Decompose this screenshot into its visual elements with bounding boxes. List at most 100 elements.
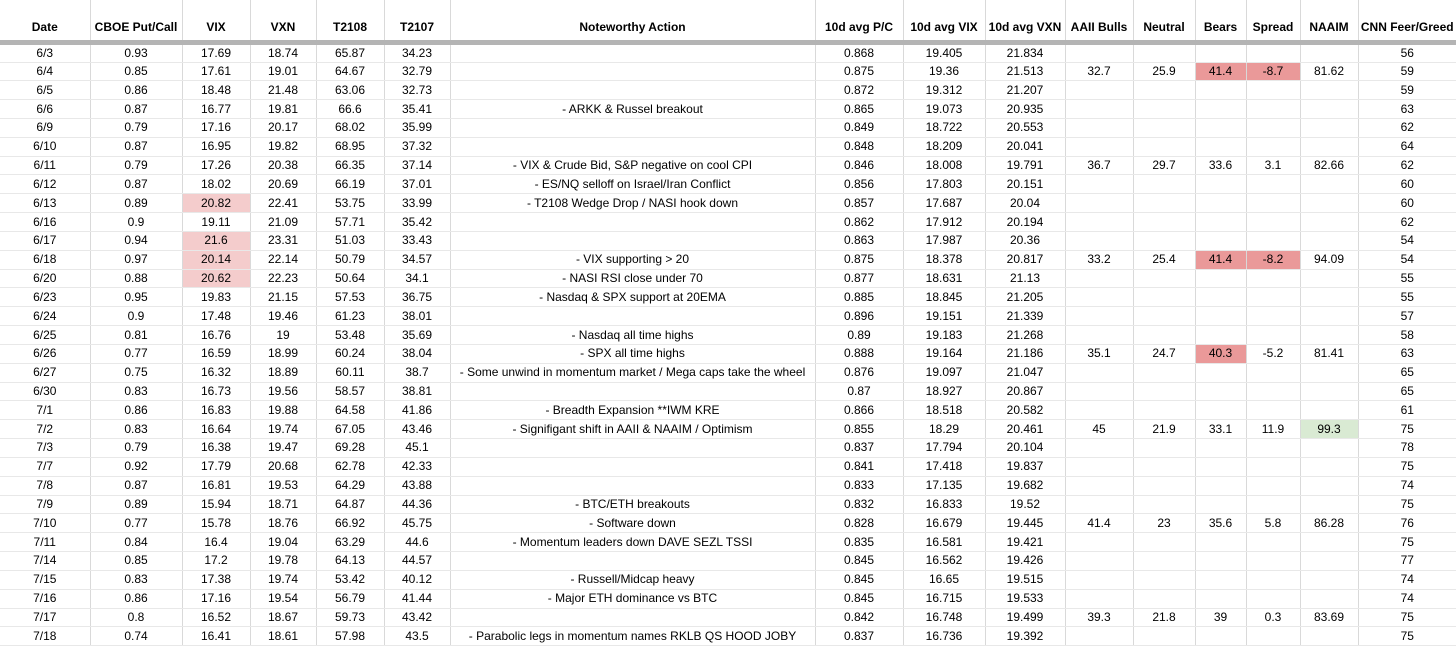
cell-avg_vxn[interactable]: 21.13 [985,269,1066,289]
cell-neutral[interactable] [1133,325,1196,345]
cell-put_call[interactable]: 0.83 [90,570,183,590]
cell-avg_vix[interactable]: 17.687 [903,193,986,214]
cell-avg_vxn[interactable]: 21.207 [985,80,1066,101]
cell-avg_vxn[interactable]: 20.935 [985,99,1066,119]
cell-neutral[interactable] [1133,80,1196,101]
cell-t2108[interactable]: 60.24 [316,344,385,364]
cell-avg_vxn[interactable]: 19.515 [985,570,1066,590]
cell-avg_vix[interactable]: 19.183 [903,325,986,345]
column-header-vix[interactable]: VIX [182,0,251,45]
cell-avg_pc[interactable]: 0.841 [815,457,904,477]
cell-vxn[interactable]: 21.09 [250,212,317,232]
cell-t2108[interactable]: 62.78 [316,457,385,477]
cell-vix[interactable]: 20.62 [182,269,251,289]
cell-naaim[interactable] [1300,363,1359,383]
cell-vix[interactable]: 17.79 [182,457,251,477]
cell-cnn[interactable]: 74 [1358,476,1456,496]
cell-avg_pc[interactable]: 0.857 [815,193,904,214]
cell-spread[interactable] [1246,400,1301,421]
cell-vxn[interactable]: 22.14 [250,250,317,270]
cell-naaim[interactable] [1300,174,1359,195]
cell-cnn[interactable]: 78 [1358,438,1456,458]
cell-t2107[interactable]: 37.14 [384,156,451,176]
cell-t2108[interactable]: 53.42 [316,570,385,590]
cell-naaim[interactable]: 94.09 [1300,250,1359,270]
cell-avg_pc[interactable]: 0.885 [815,287,904,308]
cell-avg_pc[interactable]: 0.833 [815,476,904,496]
cell-t2107[interactable]: 32.79 [384,62,451,82]
cell-avg_vxn[interactable]: 20.461 [985,419,1066,440]
cell-note[interactable]: - Russell/Midcap heavy [450,570,816,590]
cell-put_call[interactable]: 0.94 [90,231,183,251]
cell-naaim[interactable] [1300,306,1359,327]
cell-avg_vxn[interactable]: 21.268 [985,325,1066,345]
cell-avg_vxn[interactable]: 19.445 [985,513,1066,534]
cell-vxn[interactable]: 19.78 [250,551,317,571]
column-header-put_call[interactable]: CBOE Put/Call [90,0,183,45]
cell-t2107[interactable]: 44.57 [384,551,451,571]
column-header-t2107[interactable]: T2107 [384,0,451,45]
cell-note[interactable]: - Major ETH dominance vs BTC [450,589,816,609]
cell-neutral[interactable]: 21.8 [1133,608,1196,628]
cell-t2107[interactable]: 43.5 [384,626,451,647]
cell-t2108[interactable]: 53.75 [316,193,385,214]
cell-date[interactable]: 6/26 [0,344,91,364]
cell-cnn[interactable]: 62 [1358,212,1456,232]
cell-bears[interactable] [1195,532,1247,553]
cell-t2108[interactable]: 63.06 [316,80,385,101]
cell-bears[interactable] [1195,99,1247,119]
cell-naaim[interactable] [1300,400,1359,421]
cell-avg_pc[interactable]: 0.875 [815,250,904,270]
cell-vxn[interactable]: 19.82 [250,137,317,157]
column-header-aaii_bulls[interactable]: AAII Bulls [1065,0,1134,45]
cell-bears[interactable]: 33.6 [1195,156,1247,176]
cell-t2107[interactable]: 44.36 [384,495,451,515]
cell-avg_pc[interactable]: 0.849 [815,118,904,138]
cell-spread[interactable]: 11.9 [1246,419,1301,440]
cell-date[interactable]: 6/10 [0,137,91,157]
cell-avg_pc[interactable]: 0.832 [815,495,904,515]
cell-neutral[interactable] [1133,193,1196,214]
cell-date[interactable]: 7/10 [0,513,91,534]
cell-aaii_bulls[interactable] [1065,287,1134,308]
cell-avg_vix[interactable]: 19.097 [903,363,986,383]
cell-neutral[interactable] [1133,476,1196,496]
cell-note[interactable] [450,231,816,251]
cell-vix[interactable]: 17.16 [182,589,251,609]
cell-cnn[interactable]: 60 [1358,193,1456,214]
cell-vxn[interactable]: 19 [250,325,317,345]
cell-avg_vxn[interactable]: 21.339 [985,306,1066,327]
cell-cnn[interactable]: 65 [1358,363,1456,383]
cell-spread[interactable] [1246,532,1301,553]
cell-spread[interactable] [1246,457,1301,477]
cell-bears[interactable] [1195,363,1247,383]
cell-vix[interactable]: 16.38 [182,438,251,458]
cell-put_call[interactable]: 0.86 [90,589,183,609]
cell-put_call[interactable]: 0.79 [90,118,183,138]
cell-avg_vxn[interactable]: 19.791 [985,156,1066,176]
cell-avg_vix[interactable]: 16.736 [903,626,986,647]
cell-bears[interactable]: 40.3 [1195,344,1247,364]
cell-put_call[interactable]: 0.74 [90,626,183,647]
cell-t2107[interactable]: 34.23 [384,42,451,63]
cell-t2108[interactable]: 66.35 [316,156,385,176]
cell-vix[interactable]: 18.48 [182,80,251,101]
column-header-avg_vxn[interactable]: 10d avg VXN [985,0,1066,45]
cell-cnn[interactable]: 63 [1358,344,1456,364]
cell-avg_vix[interactable]: 19.151 [903,306,986,327]
cell-t2108[interactable]: 64.67 [316,62,385,82]
cell-spread[interactable] [1246,589,1301,609]
cell-aaii_bulls[interactable]: 39.3 [1065,608,1134,628]
cell-avg_pc[interactable]: 0.872 [815,80,904,101]
cell-date[interactable]: 6/23 [0,287,91,308]
cell-cnn[interactable]: 74 [1358,570,1456,590]
cell-avg_vxn[interactable]: 21.205 [985,287,1066,308]
cell-vxn[interactable]: 19.88 [250,400,317,421]
cell-put_call[interactable]: 0.87 [90,99,183,119]
cell-spread[interactable] [1246,363,1301,383]
cell-naaim[interactable] [1300,212,1359,232]
cell-t2108[interactable]: 51.03 [316,231,385,251]
column-header-note[interactable]: Noteworthy Action [450,0,816,45]
cell-bears[interactable] [1195,457,1247,477]
cell-note[interactable] [450,438,816,458]
